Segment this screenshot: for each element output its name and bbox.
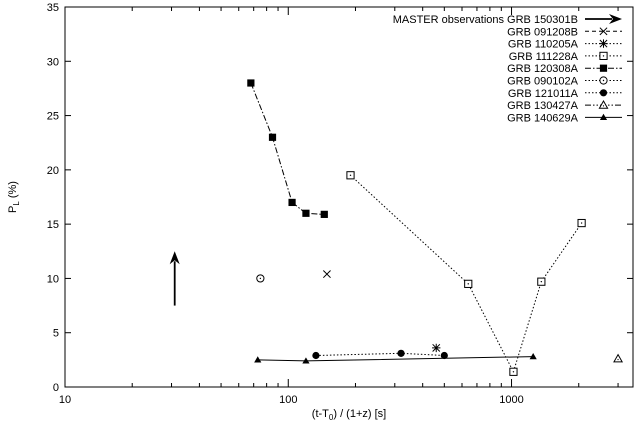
- y-axis-label-part: (%): [7, 181, 19, 201]
- legend-label-grb-110205a: GRB 110205A: [508, 39, 579, 51]
- y-tick-label: 5: [53, 328, 59, 340]
- data-point-grb-110205a: [432, 343, 441, 353]
- legend-label-grb-130427a: GRB 130427A: [507, 100, 579, 112]
- x-tick-label: 1000: [499, 394, 523, 406]
- legend-marker-grb-091208b: [599, 27, 608, 36]
- lower-limit-arrow-head: [169, 251, 180, 265]
- series-line-grb-121011a: [315, 352, 445, 356]
- series-line-grb-111228a: [350, 174, 583, 374]
- series-grb-090102a: [256, 274, 265, 283]
- data-point-grb-111228a: [509, 367, 518, 376]
- data-point-grb-121011a: [397, 349, 405, 357]
- x-axis-label: (t-T0) / (1+z) [s]: [312, 408, 386, 422]
- data-point-grb-090102a: [256, 274, 265, 283]
- y-tick-label: 35: [47, 2, 59, 14]
- legend-arrow-head: [609, 14, 622, 24]
- series-grb-120308a: [247, 79, 328, 218]
- y-tick-label: 25: [47, 111, 59, 123]
- y-tick-label: 20: [47, 165, 59, 177]
- series-line-grb-140629a: [257, 356, 534, 362]
- data-point-grb-111228a: [577, 218, 586, 228]
- lower-limit-arrow-layer: [169, 251, 180, 306]
- x-tick-label: 100: [279, 394, 297, 406]
- y-axis-label-part: P: [7, 206, 19, 213]
- data-point-grb-121011a: [312, 351, 320, 360]
- y-tick-label: 15: [47, 219, 59, 231]
- legend-marker-grb-111228a: [599, 51, 608, 60]
- y-tick-label: 30: [47, 56, 59, 68]
- y-tick-label: 0: [53, 382, 59, 394]
- data-point-grb-140629a: [254, 356, 262, 363]
- x-axis-label-subscript: 0: [329, 413, 334, 422]
- plot-frame: [64, 6, 634, 388]
- legend-label-grb-091208b: GRB 091208B: [507, 26, 578, 38]
- data-point-grb-120308a: [247, 79, 255, 87]
- series-grb-121011a: [312, 349, 448, 360]
- x-axis-label-part: ) / (1+z) [s]: [333, 408, 386, 420]
- legend-label-grb-111228a: GRB 111228A: [509, 51, 579, 63]
- y-axis-label: PL (%): [7, 181, 21, 213]
- legend-label-grb-090102a: GRB 090102A: [507, 76, 579, 88]
- data-point-grb-120308a: [302, 209, 310, 217]
- data-point-grb-120308a: [288, 198, 296, 207]
- legend-label-grb-120308a: GRB 120308A: [507, 63, 579, 75]
- data-point-grb-140629a: [302, 357, 310, 364]
- data-point-grb-111228a: [537, 277, 546, 286]
- data-point-grb-091208b: [322, 270, 331, 279]
- series-grb-140629a: [254, 353, 537, 364]
- data-point-grb-120308a: [320, 210, 328, 218]
- legend-label-grb-140629a: GRB 140629A: [507, 112, 579, 124]
- legend-label-master-observations: MASTER observations GRB 150301B: [393, 14, 578, 26]
- y-axis-label-subscript: L: [12, 201, 21, 206]
- legend-marker-grb-090102a: [599, 76, 608, 85]
- series-grb-110205a: [432, 343, 441, 353]
- legend-marker-grb-120308a: [599, 64, 608, 72]
- data-point-grb-140629a: [529, 353, 537, 360]
- legend-label-grb-121011a: GRB 121011A: [508, 88, 579, 100]
- series-grb-111228a: [346, 171, 586, 376]
- x-axis-label-part: (t-T: [312, 408, 329, 420]
- series-grb-130427a: [613, 353, 624, 363]
- legend-marker-grb-140629a: [599, 113, 608, 120]
- data-point-grb-130427a: [613, 353, 624, 363]
- series-line-grb-120308a: [250, 82, 325, 215]
- x-tick-label: 10: [59, 394, 71, 406]
- data-point-grb-120308a: [268, 133, 277, 141]
- legend-marker-grb-121011a: [599, 89, 608, 97]
- legend-marker-grb-130427a: [598, 99, 609, 109]
- series-layer: [247, 79, 624, 376]
- data-point-grb-121011a: [440, 351, 448, 360]
- ticks-layer: 0 5 10 15 20 25 30 35 10 100 1000: [47, 2, 633, 406]
- series-grb-091208b: [322, 270, 331, 279]
- data-point-grb-111228a: [346, 171, 355, 180]
- data-point-grb-111228a: [464, 279, 473, 288]
- y-tick-label: 10: [47, 273, 59, 285]
- legend-marker-grb-110205a: [599, 39, 608, 48]
